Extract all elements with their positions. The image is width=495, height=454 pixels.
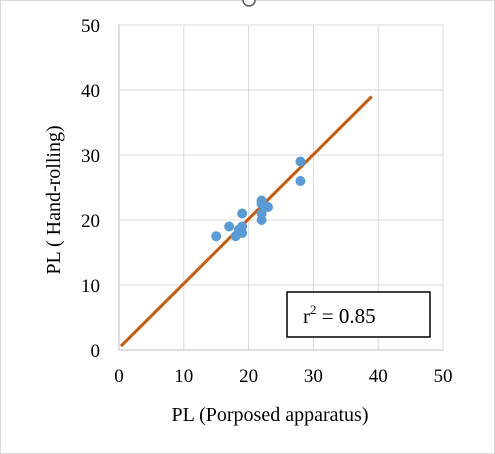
r-squared-value: = 0.85	[317, 304, 376, 328]
data-point	[237, 228, 248, 238]
data-point	[237, 208, 248, 219]
x-tick-label: 20	[239, 366, 258, 387]
x-tick-label: 50	[434, 366, 453, 387]
data-point	[211, 231, 222, 242]
y-tick-label: 30	[81, 146, 100, 167]
y-tick-label: 40	[81, 81, 100, 102]
axes	[118, 25, 443, 351]
r-squared-frame	[286, 291, 431, 338]
y-tick-label: 50	[81, 16, 100, 37]
x-tick-label: 0	[114, 366, 124, 387]
y-tick-label: 0	[91, 341, 101, 362]
series-layer	[119, 95, 373, 348]
fit-line	[119, 95, 373, 348]
y-axis-title: PL ( Hand-rolling)	[43, 125, 65, 274]
data-point	[256, 208, 267, 219]
r-squared-text: r2 = 0.85	[303, 302, 376, 328]
data-point	[224, 221, 235, 232]
r-squared-box: r2 = 0.85	[286, 291, 431, 338]
r-squared-symbol: r	[303, 304, 310, 328]
data-point	[295, 176, 306, 186]
data-point	[256, 195, 267, 206]
grid-lines	[119, 24, 444, 350]
r-squared-superscript: 2	[310, 302, 317, 317]
y-tick-label: 10	[81, 276, 100, 297]
y-tick-labels: 0 10 20 30 40 50	[81, 16, 100, 362]
data-point	[295, 156, 306, 167]
x-axis-title: PL (Porposed apparatus)	[172, 404, 369, 426]
x-tick-label: 30	[304, 366, 323, 387]
x-tick-labels: 0 10 20 30 40 50	[114, 366, 452, 387]
x-tick-label: 10	[174, 366, 193, 387]
x-tick-label: 40	[369, 366, 388, 387]
y-tick-label: 20	[81, 211, 100, 232]
resize-handle[interactable]	[242, 0, 256, 7]
data-point	[263, 202, 274, 212]
